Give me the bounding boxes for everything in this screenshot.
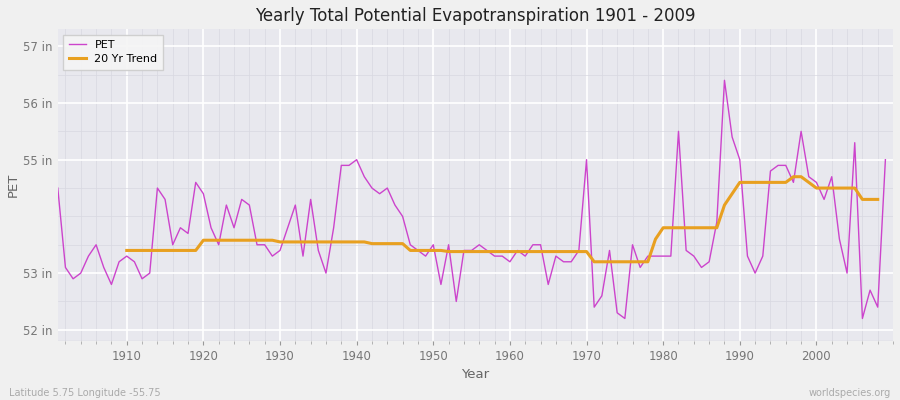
20 Yr Trend	[283, 240, 293, 244]
Y-axis label: PET: PET	[7, 173, 20, 198]
Legend: PET, 20 Yr Trend: PET, 20 Yr Trend	[63, 35, 163, 70]
Title: Yearly Total Potential Evapotranspiration 1901 - 2009: Yearly Total Potential Evapotranspiratio…	[256, 7, 696, 25]
PET	[619, 316, 630, 321]
PET	[113, 259, 124, 264]
20 Yr Trend	[328, 240, 339, 244]
PET	[880, 157, 891, 162]
20 Yr Trend	[505, 249, 516, 254]
PET	[52, 186, 63, 190]
Line: PET: PET	[58, 80, 886, 318]
X-axis label: Year: Year	[462, 368, 490, 381]
PET	[497, 254, 508, 258]
Text: worldspecies.org: worldspecies.org	[809, 388, 891, 398]
PET	[597, 294, 608, 298]
20 Yr Trend	[497, 249, 508, 254]
PET	[283, 225, 293, 230]
Line: 20 Yr Trend: 20 Yr Trend	[127, 177, 878, 262]
20 Yr Trend	[597, 259, 608, 264]
PET	[328, 225, 339, 230]
PET	[505, 259, 516, 264]
PET	[719, 78, 730, 83]
Text: Latitude 5.75 Longitude -55.75: Latitude 5.75 Longitude -55.75	[9, 388, 160, 398]
